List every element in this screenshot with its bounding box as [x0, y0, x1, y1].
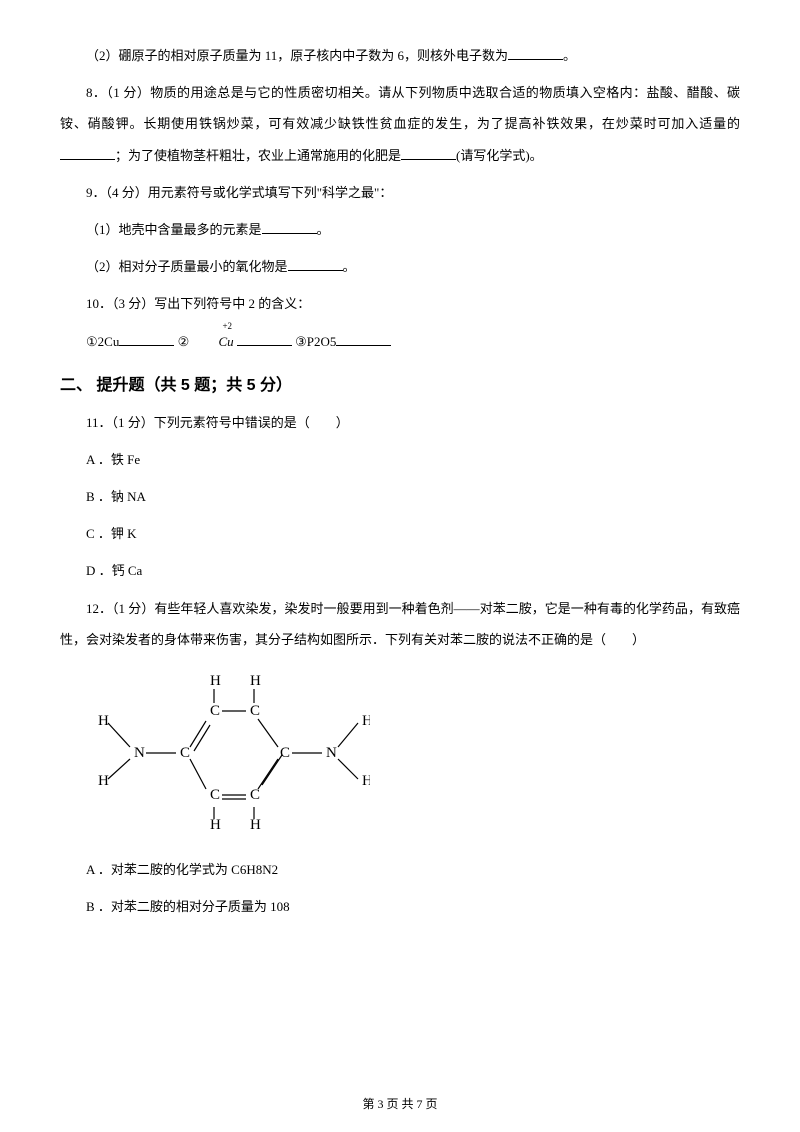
q9-1-text: （1）地壳中含量最多的元素是: [86, 222, 262, 237]
q10-3: ③P2O5: [295, 334, 336, 349]
q7-2: （2）硼原子的相对原子质量为 11，原子核内中子数为 6，则核外电子数为 。: [60, 40, 740, 71]
blank: [288, 257, 343, 271]
cu-charge: +2: [196, 316, 232, 338]
svg-text:N: N: [134, 745, 145, 761]
section-2-title: 二、 提升题（共 5 题；共 5 分）: [60, 371, 740, 395]
q11-a: A ．铁 Fe: [60, 444, 740, 475]
q12-b: B ．对苯二胺的相对分子质量为 108: [60, 891, 740, 922]
q9: 9．（4 分）用元素符号或化学式填写下列"科学之最"：: [60, 177, 740, 208]
q12-a: A ．对苯二胺的化学式为 C6H8N2: [60, 854, 740, 885]
blank: [508, 46, 563, 60]
blank: [401, 146, 456, 160]
svg-text:H: H: [362, 713, 370, 729]
blank: [237, 332, 292, 346]
q10-1: ①2Cu: [86, 334, 119, 349]
svg-text:C: C: [210, 703, 220, 719]
blank: [336, 332, 391, 346]
svg-text:C: C: [250, 703, 260, 719]
q11: 11．（1 分）下列元素符号中错误的是（ ）: [60, 407, 740, 438]
svg-text:C: C: [250, 787, 260, 803]
q12: 12．（1 分）有些年轻人喜欢染发，染发时一般要用到一种着色剂——对苯二胺，它是…: [60, 593, 740, 655]
page-footer: 第 3 页 共 7 页: [0, 1095, 800, 1112]
q7-2-end: 。: [563, 48, 576, 63]
cu-symbol: +2Cu: [192, 326, 233, 357]
svg-text:H: H: [250, 817, 261, 833]
molecule-diagram: H H N C C C C C C N H H H H H H: [90, 667, 740, 842]
q10-2a: ②: [178, 334, 193, 349]
svg-text:C: C: [210, 787, 220, 803]
blank: [262, 220, 317, 234]
q9-2-end: 。: [343, 259, 356, 274]
q7-2-text: （2）硼原子的相对原子质量为 11，原子核内中子数为 6，则核外电子数为: [86, 48, 508, 63]
q10: 10．（3 分）写出下列符号中 2 的含义：: [60, 288, 740, 319]
q8-a: 8．（1 分）物质的用途总是与它的性质密切相关。请从下列物质中选取合适的物质填入…: [60, 85, 740, 131]
q8-c: (请写化学式)。: [456, 148, 543, 163]
q11-d: D ．钙 Ca: [60, 555, 740, 586]
q11-c: C ．钾 K: [60, 518, 740, 549]
molecule-svg: H H N C C C C C C N H H H H H H: [90, 667, 370, 837]
svg-text:H: H: [210, 673, 221, 689]
q9-2-text: （2）相对分子质量最小的氧化物是: [86, 259, 288, 274]
q11-b: B ．钠 NA: [60, 481, 740, 512]
svg-text:N: N: [326, 745, 337, 761]
svg-text:C: C: [180, 745, 190, 761]
svg-text:H: H: [98, 773, 109, 789]
svg-text:H: H: [362, 773, 370, 789]
q9-2: （2）相对分子质量最小的氧化物是 。: [60, 251, 740, 282]
svg-text:C: C: [280, 745, 290, 761]
svg-text:H: H: [210, 817, 221, 833]
q8-b: ；为了使植物茎杆粗壮，农业上通常施用的化肥是: [115, 148, 401, 163]
q9-1-end: 。: [317, 222, 330, 237]
q10-items: ①2Cu ② +2Cu ③P2O5: [60, 326, 740, 357]
blank: [119, 332, 174, 346]
q8: 8．（1 分）物质的用途总是与它的性质密切相关。请从下列物质中选取合适的物质填入…: [60, 77, 740, 171]
svg-text:H: H: [250, 673, 261, 689]
q9-1: （1）地壳中含量最多的元素是 。: [60, 214, 740, 245]
blank: [60, 146, 115, 160]
svg-text:H: H: [98, 713, 109, 729]
